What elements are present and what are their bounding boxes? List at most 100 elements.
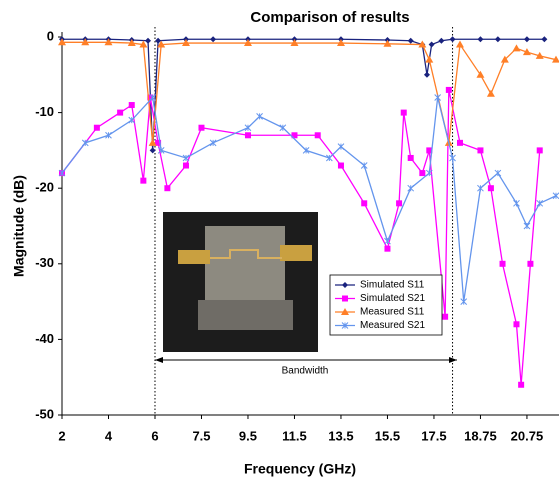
photo-inset	[163, 212, 318, 352]
marker	[181, 39, 190, 47]
marker	[536, 199, 544, 207]
marker	[117, 109, 124, 116]
marker	[434, 94, 442, 101]
marker	[513, 321, 520, 328]
marker	[336, 39, 345, 47]
marker	[361, 200, 368, 207]
legend-marker	[341, 308, 349, 315]
marker	[145, 37, 152, 44]
marker	[456, 139, 463, 146]
marker	[81, 38, 90, 46]
marker	[536, 147, 543, 154]
marker	[407, 184, 415, 192]
marker	[155, 37, 162, 44]
marker	[400, 109, 407, 116]
legend-marker	[341, 322, 349, 329]
marker	[290, 39, 299, 47]
marker	[419, 170, 426, 177]
marker	[513, 199, 520, 207]
x-tick-label: 17.5	[421, 428, 446, 443]
marker	[139, 40, 148, 48]
x-tick-label: 9.5	[239, 428, 257, 443]
marker	[244, 124, 252, 132]
marker	[455, 40, 464, 48]
marker	[487, 185, 494, 192]
legend-label: Simulated S11	[360, 280, 425, 291]
legend-label: Simulated S21	[360, 293, 425, 304]
marker	[442, 313, 449, 320]
marker	[325, 154, 333, 162]
marker	[337, 162, 344, 169]
marker	[164, 185, 171, 192]
marker	[552, 55, 559, 63]
marker	[127, 39, 136, 47]
marker	[148, 138, 157, 146]
marker	[128, 102, 135, 109]
x-tick-label: 2	[58, 428, 65, 443]
marker	[291, 132, 298, 139]
marker	[494, 36, 501, 43]
x-tick-label: 20.75	[511, 428, 544, 443]
marker	[477, 147, 484, 154]
x-tick-label: 11.5	[282, 428, 307, 443]
y-tick-label: 0	[47, 28, 54, 43]
chart-title: Comparison of results	[250, 9, 409, 26]
marker	[418, 40, 427, 48]
series-line	[62, 38, 545, 151]
marker	[149, 147, 156, 154]
marker	[518, 381, 525, 388]
marker	[384, 237, 391, 245]
marker	[428, 41, 435, 48]
legend-marker	[342, 295, 348, 302]
marker	[522, 48, 531, 56]
marker	[157, 40, 166, 48]
marker	[438, 37, 445, 44]
legend-marker	[342, 282, 348, 288]
marker	[128, 116, 136, 124]
legend: Simulated S11 Simulated S21 Measured S11 Me…	[329, 274, 443, 336]
marker	[535, 51, 544, 59]
marker	[244, 132, 251, 139]
marker	[494, 169, 502, 177]
marker	[486, 89, 495, 97]
marker	[476, 70, 485, 78]
y-tick-label: -30	[35, 255, 54, 270]
marker	[449, 36, 456, 43]
marker	[157, 147, 165, 154]
marker	[407, 154, 414, 161]
marker	[314, 132, 321, 139]
arrow-head	[155, 357, 163, 363]
marker	[210, 36, 217, 43]
y-tick-label: -20	[35, 180, 54, 195]
x-tick-label: 4	[105, 428, 113, 443]
marker	[209, 139, 217, 147]
marker	[460, 298, 468, 305]
marker	[182, 162, 189, 169]
marker	[140, 177, 147, 184]
marker	[360, 162, 368, 169]
marker	[383, 39, 392, 47]
marker	[426, 147, 433, 154]
marker	[58, 38, 66, 46]
marker	[527, 260, 534, 267]
marker	[477, 36, 484, 43]
marker	[423, 71, 430, 78]
marker	[256, 113, 263, 120]
marker	[477, 184, 484, 192]
marker	[449, 154, 456, 162]
marker	[198, 124, 205, 131]
marker	[155, 139, 162, 146]
x-tick-label: 15.5	[375, 428, 400, 443]
marker	[182, 154, 190, 162]
marker	[149, 94, 157, 101]
marker	[243, 39, 252, 47]
marker	[58, 169, 66, 177]
x-tick-label: 13.5	[328, 428, 353, 443]
marker	[541, 36, 548, 43]
y-tick-label: -50	[35, 406, 54, 421]
marker	[499, 260, 506, 267]
x-tick-label: 7.5	[192, 428, 210, 443]
marker	[552, 192, 559, 200]
x-tick-label: 18.75	[464, 428, 497, 443]
